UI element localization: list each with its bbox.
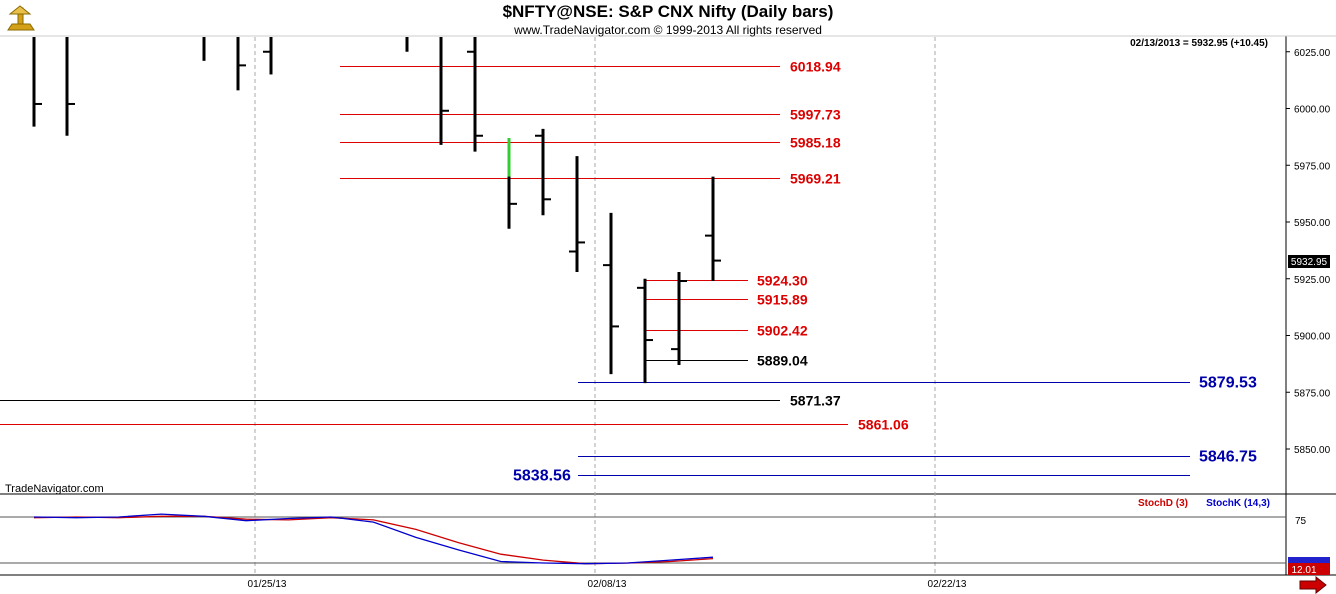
level-label: 5846.75 [1199, 449, 1257, 466]
level-label: 6018.94 [790, 59, 841, 75]
level-label: 5879.53 [1199, 375, 1257, 392]
stochK-line [33, 513, 714, 565]
y-tick-label: 6000.00 [1294, 105, 1331, 116]
stoch-tick-75: 75 [1295, 516, 1307, 527]
level-label: 5924.30 [757, 273, 808, 289]
stochK-legend: StochK (14,3) [1206, 498, 1270, 509]
stochD-line [33, 515, 714, 565]
x-tick-label: 02/08/13 [588, 579, 627, 590]
stochastic-panel: StochD (3) StochK (14,3) 75 12.01 [0, 498, 1330, 576]
level-label: 5985.18 [790, 135, 841, 151]
y-tick-label: 5925.00 [1294, 275, 1331, 286]
scroll-right-arrow-icon[interactable] [1299, 575, 1327, 594]
support-resistance-levels: 6018.94 5997.73 5985.18 5969.21 5924.30 5915.… [0, 59, 1257, 485]
chart-title: $NFTY@NSE: S&P CNX Nifty (Daily bars) [503, 2, 834, 21]
level-label: 5915.89 [757, 292, 808, 308]
level-label: 5861.06 [858, 417, 909, 433]
level-label: 5871.37 [790, 393, 841, 409]
x-tick-label: 02/22/13 [928, 579, 967, 590]
time-axis: 01/25/13 02/08/13 02/22/13 [248, 579, 967, 590]
price-panel-background [0, 36, 1286, 494]
y-tick-label: 6025.00 [1294, 48, 1331, 59]
level-label: 5969.21 [790, 171, 841, 187]
stoch-tag [1288, 563, 1330, 575]
y-tick-label: 5850.00 [1294, 445, 1331, 456]
stoch-tag-top [1288, 557, 1330, 563]
level-label: 5902.42 [757, 323, 808, 339]
level-label: 5997.73 [790, 107, 841, 123]
y-tick-label: 5950.00 [1294, 218, 1331, 229]
trade-navigator-logo[interactable] [7, 5, 35, 31]
current-price-tag: 5932.95 [1288, 255, 1330, 268]
y-tick-label: 5900.00 [1294, 332, 1331, 343]
stoch-tag-text: 12.01 [1291, 565, 1316, 576]
y-tick-label: 5975.00 [1294, 161, 1331, 172]
x-tick-label: 01/25/13 [248, 579, 287, 590]
current-price-tag-text: 5932.95 [1291, 257, 1328, 268]
stochD-legend: StochD (3) [1138, 498, 1188, 509]
vertical-gridlines [254, 37, 936, 575]
y-tick-label: 5875.00 [1294, 388, 1331, 399]
watermark-text: TradeNavigator.com [5, 483, 104, 495]
level-label: 5838.56 [513, 468, 571, 485]
level-label: 5889.04 [757, 353, 808, 369]
price-axis: 6025.00 6000.00 5975.00 5950.00 5925.00 5900.… [1286, 48, 1331, 456]
price-bars [32, 37, 721, 384]
copyright-text: www.TradeNavigator.com © 1999-2013 All r… [513, 23, 822, 37]
last-price-readout: 02/13/2013 = 5932.95 (+10.45) [1130, 38, 1268, 49]
